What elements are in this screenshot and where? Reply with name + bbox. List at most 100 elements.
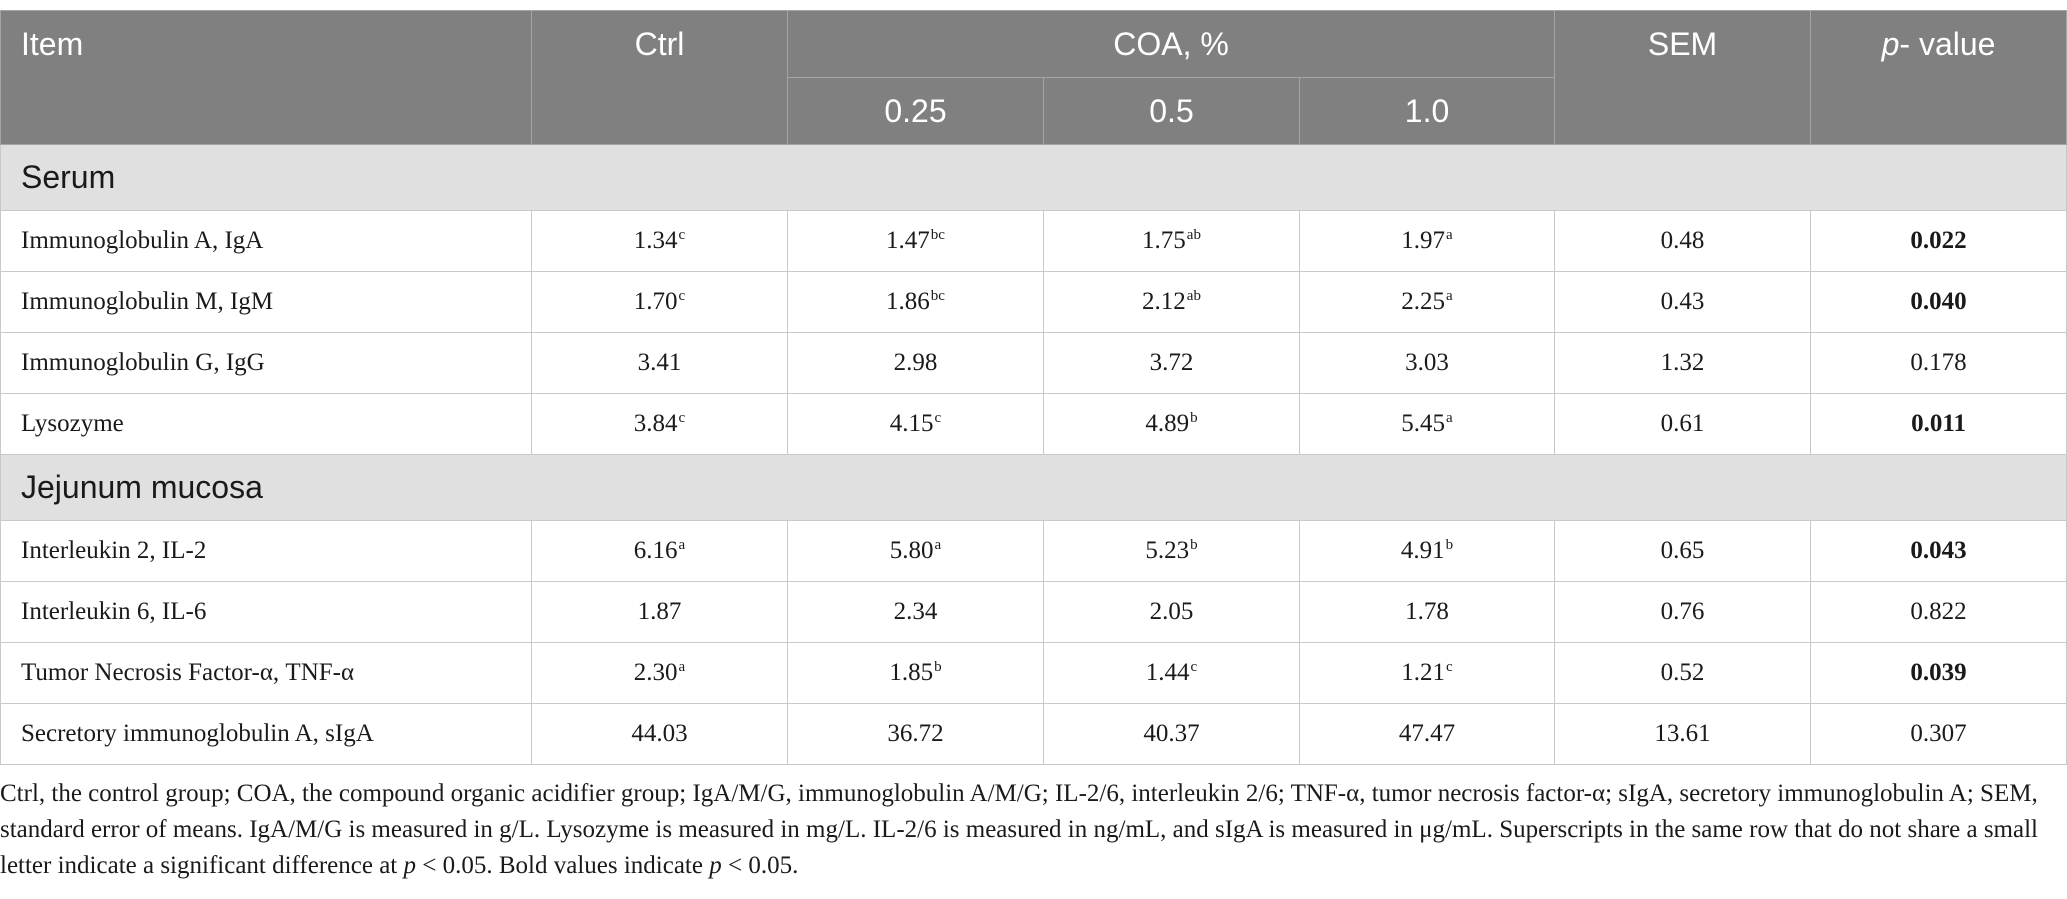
- value-text: 1.87: [637, 598, 682, 625]
- value-cell-coa-0-5: 2.12ab: [1043, 271, 1300, 333]
- value-cell-coa-0-5: 5.23b: [1043, 520, 1300, 582]
- significance-superscript: a: [678, 536, 686, 553]
- section-row: Serum: [0, 144, 2067, 211]
- results-table: Item Ctrl COA, % SEM p- value 0.25 0.5 1…: [0, 10, 2067, 765]
- header-coa-level: 0.25: [787, 77, 1044, 145]
- footnote-text: Ctrl, the control group; COA, the compou…: [0, 780, 2038, 879]
- value-text: 1.85: [889, 659, 934, 686]
- value-text: 1.86: [886, 288, 930, 315]
- header-p-rest: - value: [1899, 26, 1996, 62]
- value-cell-coa-0-25: 1.85b: [787, 642, 1044, 704]
- value-cell-ctrl: 44.03: [531, 703, 788, 765]
- table-row: Tumor Necrosis Factor-α, TNF-α 2.30a 1.85b…: [0, 642, 2067, 704]
- sem-cell: 0.65: [1554, 520, 1812, 582]
- section-row: Jejunum mucosa: [0, 454, 2067, 521]
- row-label: Tumor Necrosis Factor-α, TNF-α: [0, 642, 532, 704]
- table-row: Immunoglobulin M, IgM 1.70c 1.86bc 2.12ab 2.…: [0, 271, 2067, 333]
- row-label: Immunoglobulin M, IgM: [0, 271, 532, 333]
- header-row: Item Ctrl COA, % SEM p- value: [0, 10, 2067, 145]
- significance-superscript: a: [934, 536, 942, 553]
- p-value-cell: 0.307: [1810, 703, 2067, 765]
- value-text: 5.45: [1401, 410, 1446, 437]
- significance-superscript: b: [1445, 536, 1454, 553]
- value-cell-coa-0-25: 1.47bc: [787, 210, 1044, 272]
- value-text: 1.21: [1401, 659, 1446, 686]
- header-coa-level: 1.0: [1298, 77, 1556, 145]
- header-item: Item: [0, 10, 532, 145]
- table-body: Serum Immunoglobulin A, IgA 1.34c 1.47bc 1.7…: [0, 144, 2067, 765]
- row-label: Immunoglobulin A, IgA: [0, 210, 532, 272]
- row-label: Immunoglobulin G, IgG: [0, 332, 532, 394]
- significance-superscript: c: [1446, 658, 1453, 675]
- value-cell-coa-1-0: 1.97a: [1298, 210, 1556, 272]
- table-header: Item Ctrl COA, % SEM p- value 0.25 0.5 1…: [0, 10, 2067, 145]
- value-cell-coa-0-25: 1.86bc: [787, 271, 1044, 333]
- significance-superscript: c: [678, 409, 686, 426]
- p-value-cell: 0.043: [1810, 520, 2067, 582]
- value-cell-coa-1-0: 2.25a: [1298, 271, 1556, 333]
- value-cell-ctrl: 3.41: [531, 332, 788, 394]
- significance-superscript: bc: [930, 226, 945, 243]
- sem-cell: 0.48: [1554, 210, 1812, 272]
- p-value-cell: 0.039: [1810, 642, 2067, 704]
- p-value-cell: 0.178: [1810, 332, 2067, 394]
- value-cell-coa-1-0: 1.21c: [1298, 642, 1556, 704]
- value-text: 36.72: [887, 720, 944, 747]
- value-text: 2.12: [1142, 288, 1186, 315]
- value-cell-ctrl: 1.34c: [531, 210, 788, 272]
- value-text: 1.97: [1401, 227, 1446, 254]
- section-label: Serum: [0, 144, 2067, 211]
- footnote-p: p: [403, 852, 417, 879]
- value-text: 3.72: [1149, 349, 1194, 376]
- value-cell-coa-1-0: 3.03: [1298, 332, 1556, 394]
- value-cell-coa-0-5: 2.05: [1043, 581, 1300, 643]
- table-row: Interleukin 2, IL-2 6.16a 5.80a 5.23b 4.91b 0…: [0, 520, 2067, 582]
- value-cell-coa-0-25: 36.72: [787, 703, 1044, 765]
- value-text: 3.41: [637, 349, 682, 376]
- value-cell-coa-1-0: 1.78: [1298, 581, 1556, 643]
- significance-superscript: c: [678, 226, 686, 243]
- value-cell-coa-0-25: 2.34: [787, 581, 1044, 643]
- value-text: 1.78: [1405, 598, 1449, 625]
- header-p-value: p- value: [1810, 10, 2067, 145]
- significance-superscript: bc: [930, 287, 945, 304]
- row-label: Lysozyme: [0, 393, 532, 455]
- value-text: 1.70: [633, 288, 678, 315]
- value-text: 2.34: [893, 598, 938, 625]
- value-cell-ctrl: 2.30a: [531, 642, 788, 704]
- value-text: 1.34: [633, 227, 678, 254]
- footnote-text: < 0.05. Bold values indicate: [416, 852, 710, 879]
- value-cell-coa-0-5: 4.89b: [1043, 393, 1300, 455]
- value-cell-ctrl: 1.87: [531, 581, 788, 643]
- table-footnote: Ctrl, the control group; COA, the compou…: [0, 776, 2050, 884]
- value-text: 6.16: [633, 537, 678, 564]
- value-cell-coa-0-25: 2.98: [787, 332, 1044, 394]
- table-row: Immunoglobulin A, IgA 1.34c 1.47bc 1.75ab 1.…: [0, 210, 2067, 272]
- value-text: 5.23: [1145, 537, 1190, 564]
- header-p-italic: p: [1881, 26, 1900, 62]
- significance-superscript: a: [1446, 287, 1453, 304]
- significance-superscript: b: [1190, 536, 1198, 553]
- value-cell-coa-1-0: 4.91b: [1298, 520, 1556, 582]
- significance-superscript: b: [934, 658, 942, 675]
- significance-superscript: ab: [1186, 226, 1201, 243]
- row-label: Interleukin 6, IL-6: [0, 581, 532, 643]
- significance-superscript: c: [1190, 658, 1198, 675]
- header-coa-level: 0.5: [1043, 77, 1300, 145]
- sem-cell: 13.61: [1554, 703, 1812, 765]
- sem-cell: 0.76: [1554, 581, 1812, 643]
- value-cell-coa-0-25: 4.15c: [787, 393, 1044, 455]
- row-label: Interleukin 2, IL-2: [0, 520, 532, 582]
- p-value-cell: 0.822: [1810, 581, 2067, 643]
- value-text: 1.75: [1142, 227, 1186, 254]
- value-cell-coa-1-0: 5.45a: [1298, 393, 1556, 455]
- value-cell-coa-1-0: 47.47: [1298, 703, 1556, 765]
- p-value-cell: 0.040: [1810, 271, 2067, 333]
- value-text: 1.44: [1145, 659, 1190, 686]
- value-cell-coa-0-5: 40.37: [1043, 703, 1300, 765]
- row-label: Secretory immunoglobulin A, sIgA: [0, 703, 532, 765]
- section-label: Jejunum mucosa: [0, 454, 2067, 521]
- value-text: 3.03: [1405, 349, 1449, 376]
- significance-superscript: a: [678, 658, 686, 675]
- table-row: Interleukin 6, IL-6 1.87 2.34 2.05 1.78 0.76 0…: [0, 581, 2067, 643]
